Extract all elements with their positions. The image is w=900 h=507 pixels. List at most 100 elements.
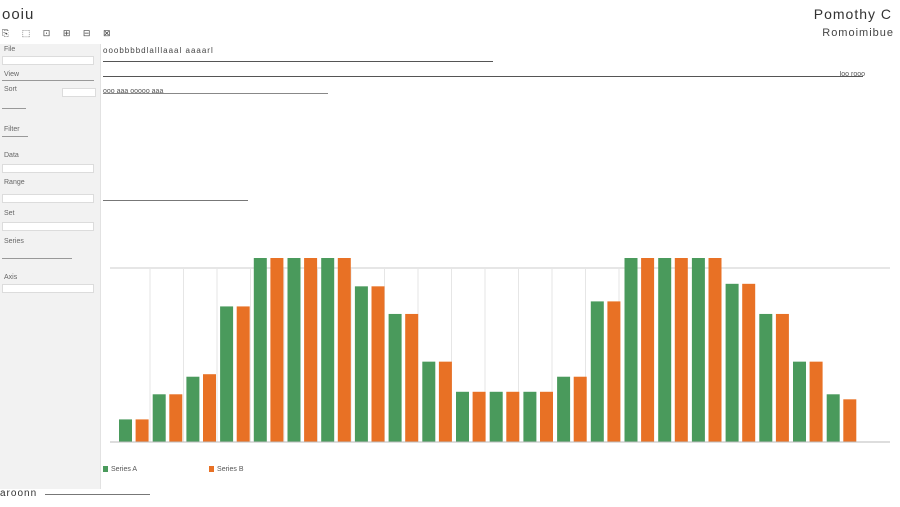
bar-series-b-13[interactable] bbox=[540, 391, 553, 442]
table-header-cell[interactable] bbox=[856, 136, 888, 146]
bar-series-b-6[interactable] bbox=[304, 258, 318, 442]
table-header-cell[interactable] bbox=[511, 136, 542, 146]
table-header-cell[interactable] bbox=[731, 136, 762, 146]
table-header-cell[interactable] bbox=[417, 136, 448, 146]
table-header-cell[interactable] bbox=[605, 136, 636, 146]
bar-series-b-7[interactable] bbox=[337, 258, 351, 442]
bar-series-a-9[interactable] bbox=[388, 313, 402, 442]
bar-series-b-10[interactable] bbox=[438, 361, 452, 442]
table-header-cell[interactable] bbox=[134, 136, 165, 146]
table-header-cell[interactable] bbox=[825, 136, 856, 146]
plus-box-icon[interactable]: ⊞ bbox=[62, 28, 71, 38]
bar-series-b-1[interactable] bbox=[135, 419, 149, 442]
sidebar-field[interactable] bbox=[2, 284, 94, 293]
bar-series-a-19[interactable] bbox=[725, 283, 739, 442]
table-header-cell[interactable] bbox=[354, 136, 385, 146]
table-header-cell[interactable] bbox=[386, 136, 417, 146]
bar-series-a-17[interactable] bbox=[658, 258, 672, 442]
bar-series-a-8[interactable] bbox=[354, 286, 368, 442]
table-cell bbox=[511, 146, 542, 155]
bar-series-a-6[interactable] bbox=[287, 258, 301, 442]
bar-series-b-5[interactable] bbox=[270, 258, 284, 442]
bar-series-b-2[interactable] bbox=[169, 394, 183, 442]
bar-series-a-14[interactable] bbox=[557, 376, 571, 442]
bar-series-a-1[interactable] bbox=[119, 419, 132, 442]
table-cell bbox=[323, 173, 354, 182]
frame-icon[interactable]: ⬚ bbox=[21, 28, 31, 38]
bar-series-a-13[interactable] bbox=[523, 391, 537, 442]
bar-series-b-17[interactable] bbox=[674, 258, 688, 442]
brand-subtitle: Romoimibue bbox=[822, 27, 894, 39]
bar-series-a-2[interactable] bbox=[152, 394, 166, 442]
table-header-cell[interactable] bbox=[480, 136, 511, 146]
table-cell bbox=[417, 173, 448, 182]
legend-item[interactable]: Series A bbox=[103, 466, 137, 473]
copy-icon[interactable]: ⎘ bbox=[2, 28, 10, 38]
bar-series-a-18[interactable] bbox=[691, 258, 705, 442]
sidebar-divider bbox=[2, 258, 72, 259]
sidebar-field[interactable] bbox=[2, 56, 94, 65]
table-header-cell[interactable] bbox=[229, 136, 260, 146]
bar-series-b-22[interactable] bbox=[843, 399, 857, 442]
table-header-cell[interactable] bbox=[794, 136, 825, 146]
table-header-cell[interactable] bbox=[668, 136, 699, 146]
table-header-cell[interactable] bbox=[542, 136, 573, 146]
table-header-cell[interactable] bbox=[103, 136, 134, 146]
table-row[interactable] bbox=[103, 146, 888, 155]
bar-series-a-15[interactable] bbox=[590, 301, 604, 442]
table-cell bbox=[480, 146, 511, 155]
legend-label: Series B bbox=[217, 466, 244, 473]
bar-series-a-7[interactable] bbox=[321, 258, 335, 442]
sidebar-field[interactable] bbox=[2, 164, 94, 173]
bar-series-b-3[interactable] bbox=[203, 374, 216, 442]
table-row[interactable] bbox=[103, 173, 888, 182]
table-header-cell[interactable] bbox=[448, 136, 479, 146]
bar-series-a-22[interactable] bbox=[826, 394, 840, 442]
sidebar-field[interactable] bbox=[62, 88, 96, 97]
table-header-cell[interactable] bbox=[291, 136, 322, 146]
bar-series-b-8[interactable] bbox=[371, 286, 385, 442]
table-header-cell[interactable] bbox=[197, 136, 228, 146]
legend-item[interactable]: Series B bbox=[209, 466, 244, 473]
table-header-cell[interactable] bbox=[260, 136, 291, 146]
table-header-cell[interactable] bbox=[166, 136, 197, 146]
table-cell bbox=[637, 164, 668, 173]
sidebar-divider bbox=[2, 108, 26, 109]
bar-series-b-11[interactable] bbox=[472, 391, 486, 442]
bar-series-b-20[interactable] bbox=[775, 313, 789, 442]
bar-series-b-12[interactable] bbox=[506, 391, 520, 442]
bar-series-a-5[interactable] bbox=[253, 258, 267, 442]
bar-series-b-19[interactable] bbox=[742, 283, 756, 442]
table-header-cell[interactable] bbox=[762, 136, 793, 146]
table-header-cell[interactable] bbox=[699, 136, 730, 146]
sidebar-label: Series bbox=[4, 238, 24, 245]
sidebar-field[interactable] bbox=[2, 222, 94, 231]
bar-series-a-16[interactable] bbox=[624, 258, 638, 442]
bar-series-b-4[interactable] bbox=[236, 306, 250, 442]
bar-series-b-16[interactable] bbox=[641, 258, 655, 442]
bar-series-a-4[interactable] bbox=[220, 306, 234, 442]
bar-series-a-3[interactable] bbox=[186, 376, 200, 442]
sidebar-field[interactable] bbox=[2, 194, 94, 203]
bar-series-b-21[interactable] bbox=[809, 361, 823, 442]
bar-series-a-11[interactable] bbox=[456, 391, 469, 442]
bar-series-b-9[interactable] bbox=[405, 313, 419, 442]
bar-series-a-12[interactable] bbox=[489, 391, 503, 442]
bar-series-a-21[interactable] bbox=[793, 361, 806, 442]
close-box-icon[interactable]: ⊠ bbox=[102, 28, 111, 38]
grid-icon[interactable]: ⊡ bbox=[42, 28, 51, 38]
table-row[interactable] bbox=[103, 155, 888, 164]
bar-series-b-15[interactable] bbox=[607, 301, 621, 442]
table-header-cell[interactable] bbox=[574, 136, 605, 146]
bar-series-b-14[interactable] bbox=[573, 376, 587, 442]
table-header-cell[interactable] bbox=[637, 136, 668, 146]
table-cell bbox=[103, 164, 134, 173]
minus-box-icon[interactable]: ⊟ bbox=[82, 28, 91, 38]
bar-series-b-18[interactable] bbox=[708, 258, 722, 442]
table-cell bbox=[103, 173, 134, 182]
table-header-cell[interactable] bbox=[323, 136, 354, 146]
table-row[interactable] bbox=[103, 164, 888, 173]
bar-series-a-10[interactable] bbox=[422, 361, 436, 442]
bar-series-a-20[interactable] bbox=[759, 313, 773, 442]
table-cell bbox=[480, 155, 511, 164]
